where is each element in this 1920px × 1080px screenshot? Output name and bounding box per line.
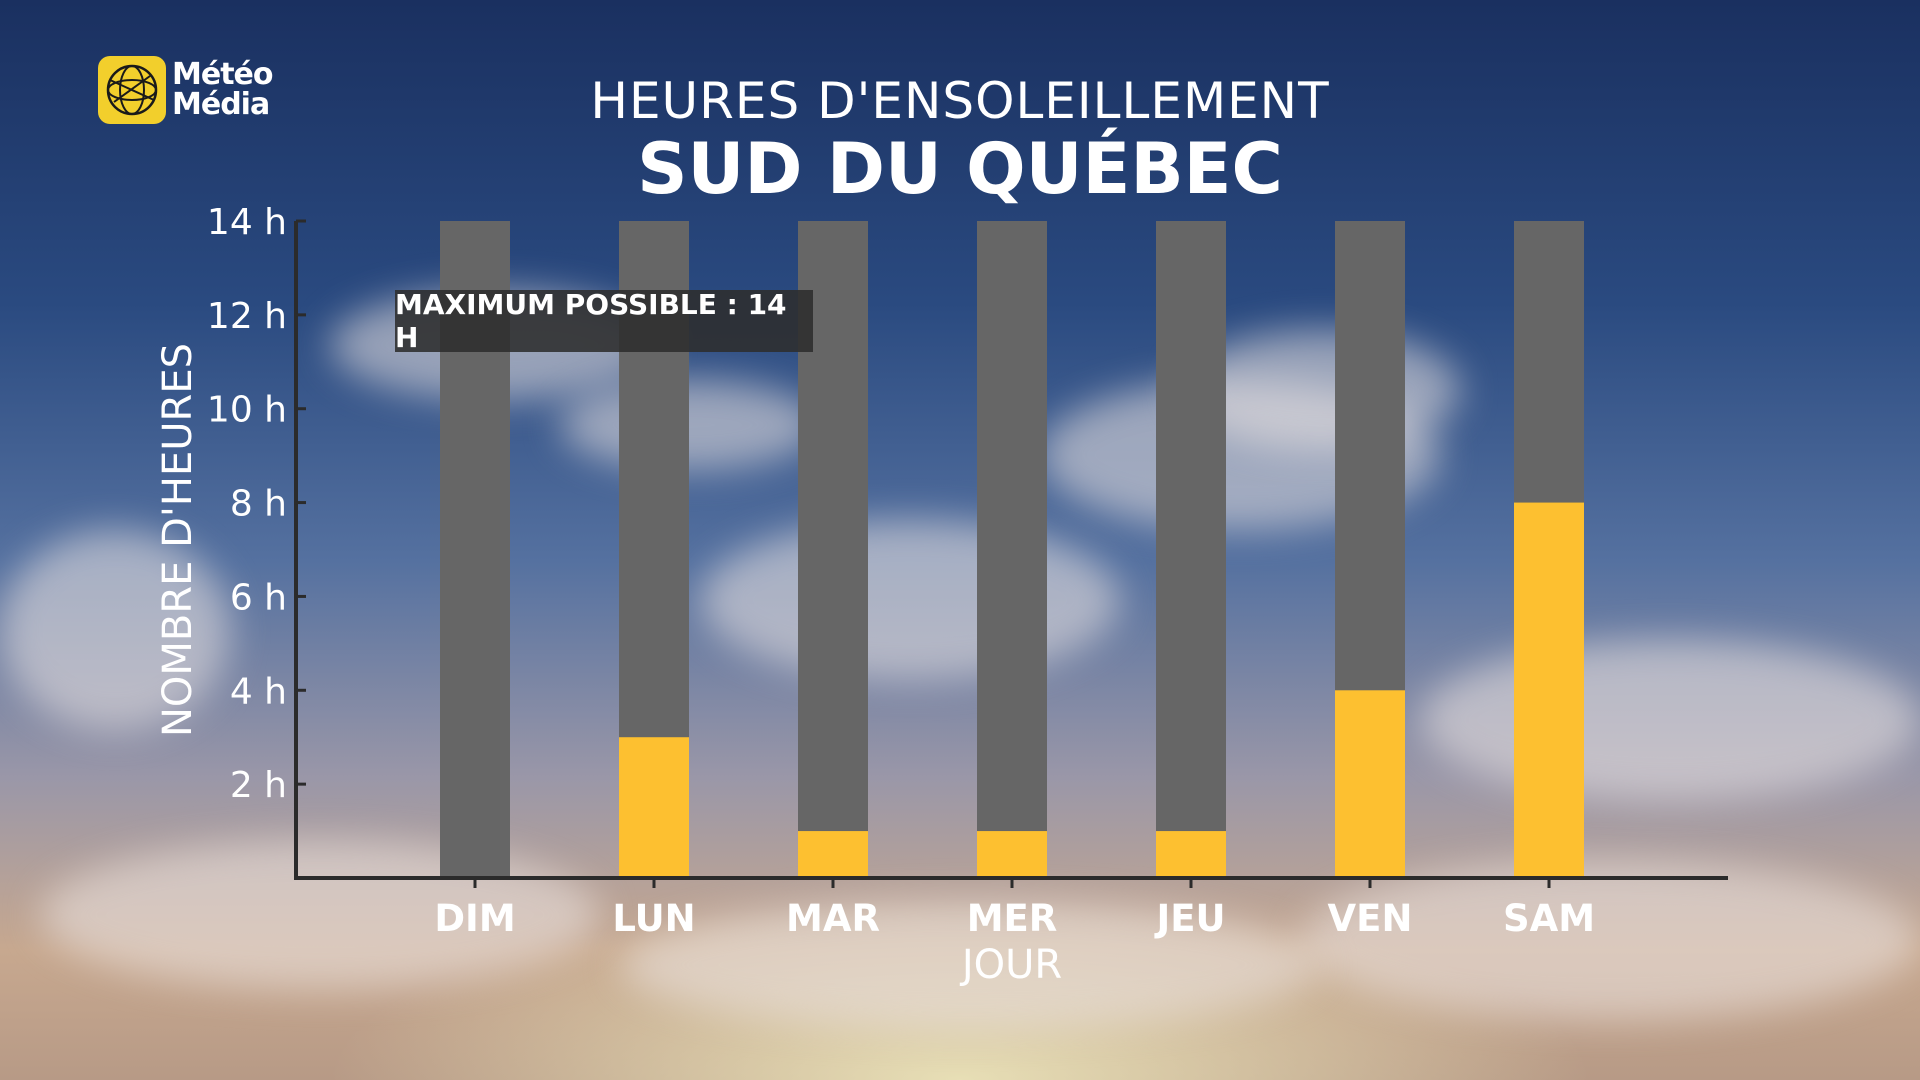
y-axis-label: NOMBRE D'HEURES bbox=[155, 342, 201, 738]
y-tick-label: 2 h bbox=[230, 765, 287, 806]
sunshine-bar-mar bbox=[798, 831, 868, 878]
x-tick-label-mer: MER bbox=[967, 897, 1058, 940]
cloud bbox=[1180, 330, 1460, 450]
x-tick-label-sam: SAM bbox=[1503, 897, 1595, 940]
sunshine-bar-ven bbox=[1335, 690, 1405, 878]
y-tick-label: 6 h bbox=[230, 577, 287, 618]
x-tick-label-jeu: JEU bbox=[1153, 897, 1225, 940]
chart-subtitle: SUD DU QUÉBEC bbox=[637, 128, 1283, 210]
brand-line2: Média bbox=[172, 87, 270, 122]
y-tick-label: 12 h bbox=[207, 296, 287, 337]
brand-line1: Météo bbox=[172, 57, 273, 92]
x-axis-label: JOUR bbox=[961, 942, 1063, 988]
max-bar-mer bbox=[977, 221, 1047, 878]
cloud bbox=[620, 900, 1320, 1030]
sunshine-bar-jeu bbox=[1156, 831, 1226, 878]
sunshine-bar-lun bbox=[619, 737, 689, 878]
x-tick-label-ven: VEN bbox=[1328, 897, 1413, 940]
x-tick-label-dim: DIM bbox=[434, 897, 515, 940]
chart-title: HEURES D'ENSOLEILLEMENT bbox=[590, 72, 1330, 130]
brand-name: Météo Média bbox=[172, 60, 273, 120]
cloud bbox=[0, 530, 230, 730]
max-bar-jeu bbox=[1156, 221, 1226, 878]
y-tick-label: 4 h bbox=[230, 671, 287, 712]
cloud bbox=[1300, 860, 1920, 1020]
y-tick-label: 8 h bbox=[230, 484, 287, 525]
cloud bbox=[560, 380, 820, 470]
max-possible-annotation: MAXIMUM POSSIBLE : 14 H bbox=[395, 288, 813, 354]
y-tick-label: 14 h bbox=[207, 202, 287, 243]
cloud bbox=[700, 520, 1120, 680]
cloud bbox=[1420, 640, 1920, 800]
globe-icon bbox=[98, 56, 166, 124]
sunshine-bar-mer bbox=[977, 831, 1047, 878]
x-tick-label-mar: MAR bbox=[786, 897, 880, 940]
brand-logo: Météo Média bbox=[98, 56, 273, 124]
y-tick-label: 10 h bbox=[207, 390, 287, 431]
sunshine-bar-sam bbox=[1514, 502, 1584, 878]
x-tick-label-lun: LUN bbox=[612, 897, 695, 940]
